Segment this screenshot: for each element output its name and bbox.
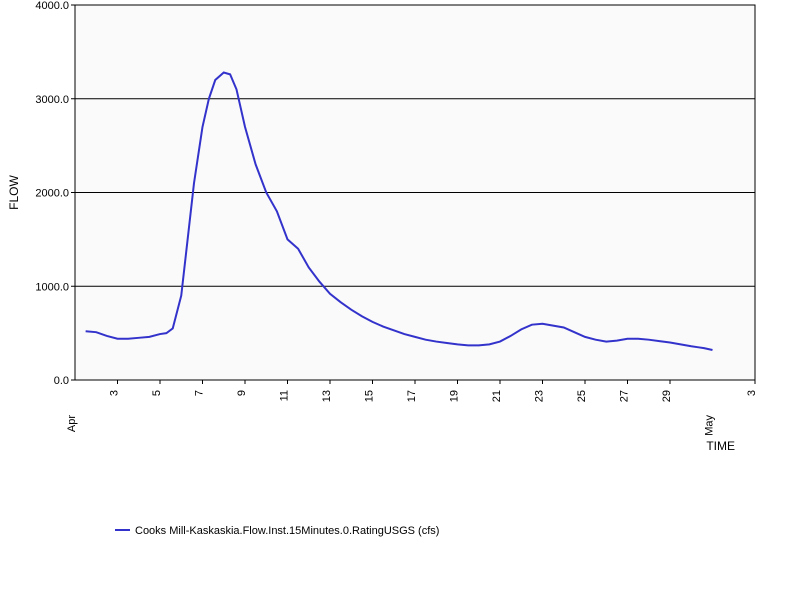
x-month-label: May [704,415,716,436]
flow-chart: 0.0 1000.0 2000.0 3000.0 4000.0 FLOW 3 5 7 9 11 13 1… [0,0,800,600]
y-axis-label: FLOW [7,174,21,209]
chart-container: 0.0 1000.0 2000.0 3000.0 4000.0 FLOW 3 5 7 9 11 13 1… [0,0,800,600]
x-month-label: Apr [66,415,78,432]
x-tick-label: 29 [661,390,673,402]
x-tick-label: 7 [194,390,206,396]
x-tick-label: 21 [491,390,503,402]
y-tick-label: 1000.0 [35,281,69,293]
x-tick-label: 3 [746,390,758,396]
x-tick-label: 17 [406,390,418,402]
x-tick-label: 23 [534,390,546,402]
y-tick-label: 3000.0 [35,94,69,106]
y-tick-label: 0.0 [54,375,69,387]
x-tick-label: 9 [236,390,248,396]
y-tick-label: 2000.0 [35,188,69,200]
x-tick-label: 15 [364,390,376,402]
x-tick-label: 3 [109,390,121,396]
x-axis-label: TIME [706,439,735,453]
y-tick-label: 4000.0 [35,0,69,12]
x-tick-label: 19 [449,390,461,402]
legend-label: Cooks Mill-Kaskaskia.Flow.Inst.15Minutes… [135,525,439,537]
x-tick-label: 13 [321,390,333,402]
x-tick-label: 25 [576,390,588,402]
x-tick-label: 27 [619,390,631,402]
x-tick-label: 11 [279,390,291,401]
x-tick-label: 5 [151,390,163,396]
